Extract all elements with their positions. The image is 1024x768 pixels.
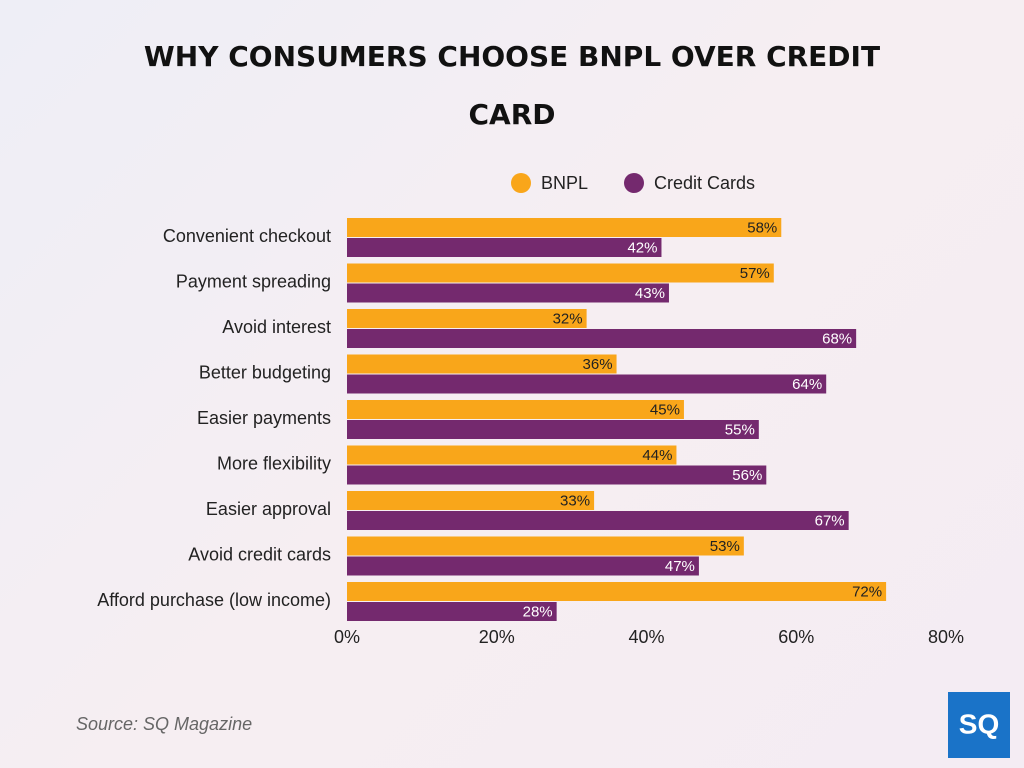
- x-tick-label: 60%: [778, 627, 814, 647]
- bar: [347, 263, 774, 283]
- value-label: 67%: [815, 512, 845, 529]
- value-label: 47%: [665, 558, 695, 575]
- value-label: 58%: [747, 219, 777, 236]
- legend-swatch: [511, 173, 531, 193]
- value-label: 28%: [523, 603, 553, 620]
- value-label: 57%: [740, 265, 770, 282]
- y-tick-label: Easier payments: [197, 408, 331, 428]
- bar: [347, 511, 849, 530]
- value-label: 42%: [627, 239, 657, 256]
- value-label: 33%: [560, 492, 590, 509]
- source: Source: SQ Magazine: [76, 714, 252, 734]
- x-tick-label: 20%: [479, 627, 515, 647]
- y-tick-label: Convenient checkout: [163, 226, 331, 246]
- value-label: 72%: [852, 583, 882, 600]
- y-tick-label: Better budgeting: [199, 362, 331, 382]
- bar: [347, 556, 699, 576]
- value-label: 68%: [822, 330, 852, 347]
- legend-swatch: [624, 173, 644, 193]
- y-tick-label: Avoid interest: [222, 317, 331, 337]
- bar: [347, 400, 684, 419]
- value-label: 55%: [725, 421, 755, 438]
- bar: [347, 420, 759, 439]
- y-tick-label: Avoid credit cards: [188, 544, 331, 564]
- bar: [347, 218, 782, 237]
- value-label: 43%: [635, 285, 665, 302]
- x-tick-label: 80%: [928, 627, 964, 647]
- y-tick-label: Easier approval: [206, 499, 331, 519]
- bar: [347, 329, 857, 348]
- bar: [347, 465, 767, 485]
- x-tick-label: 0%: [334, 627, 360, 647]
- value-label: 64%: [792, 376, 822, 393]
- bar: [347, 283, 669, 303]
- bar: [347, 582, 887, 601]
- y-tick-label: Payment spreading: [176, 271, 331, 291]
- y-tick-label: More flexibility: [217, 453, 331, 473]
- logo-box: [948, 692, 1010, 758]
- value-label: 44%: [642, 447, 672, 464]
- bar: [347, 602, 557, 621]
- bar: [347, 491, 595, 510]
- bar: [347, 445, 677, 465]
- value-label: 45%: [650, 401, 680, 418]
- legend-label: Credit Cards: [654, 173, 755, 193]
- logo: SQ: [959, 708, 999, 739]
- value-label: 56%: [732, 467, 762, 484]
- value-label: 53%: [710, 538, 740, 555]
- y-tick-label: Afford purchase (low income): [97, 590, 331, 610]
- chart-title: WHY CONSUMERS CHOOSE BNPL OVER CREDIT CA…: [143, 40, 881, 131]
- value-label: 36%: [583, 356, 613, 373]
- bar: [347, 536, 744, 556]
- bar: [347, 354, 617, 374]
- bar: [347, 309, 587, 328]
- legend-label: BNPL: [541, 173, 588, 193]
- x-tick-label: 40%: [628, 627, 664, 647]
- bar: [347, 374, 827, 394]
- bar: [347, 238, 662, 257]
- value-label: 32%: [553, 310, 583, 327]
